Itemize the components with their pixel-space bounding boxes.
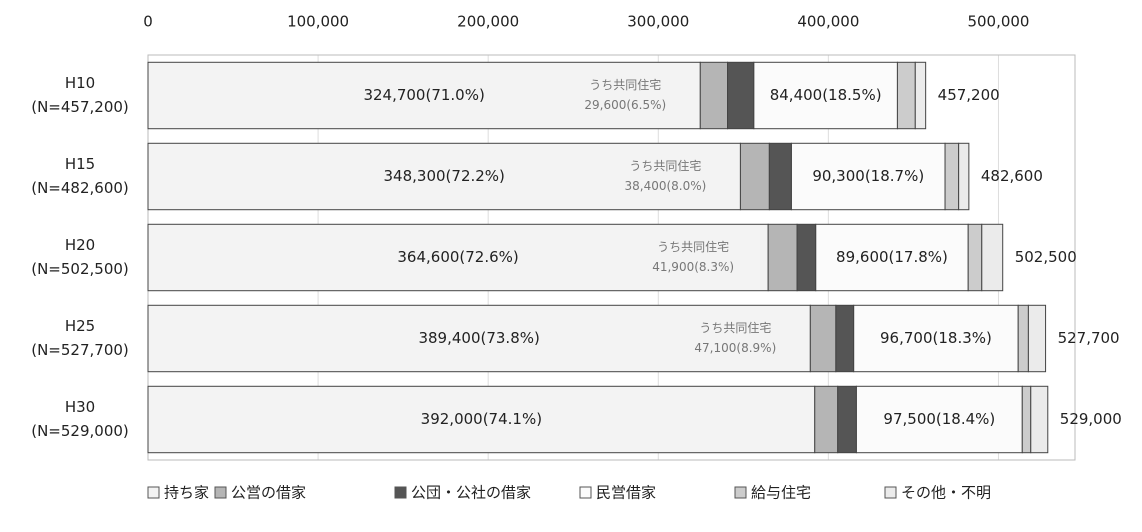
y-tick-label: H25 <box>65 317 95 335</box>
bar-segment <box>147 61 701 130</box>
annotation-value: 47,100(8.9%) <box>694 341 776 355</box>
legend-swatch <box>734 486 747 499</box>
bar-segment <box>147 385 816 454</box>
y-tick-sublabel: (N=482,600) <box>31 179 129 197</box>
bar-segment <box>796 223 817 292</box>
bar-segment <box>958 142 970 211</box>
bar-segment <box>853 304 1019 373</box>
bar-segment <box>815 223 969 292</box>
y-tick-label: H20 <box>65 236 95 254</box>
x-tick-label: 400,000 <box>797 13 859 31</box>
bar-segment <box>855 385 1023 454</box>
x-tick-label: 100,000 <box>287 13 349 31</box>
annotation-value: 38,400(8.0%) <box>625 179 707 193</box>
bar-segment <box>739 142 770 211</box>
y-tick-label: H30 <box>65 398 95 416</box>
bar-segment <box>981 223 1004 292</box>
bar-segment <box>1017 304 1029 373</box>
bar-segment <box>1021 385 1032 454</box>
legend-swatch <box>214 486 227 499</box>
value-label: 97,500(18.4%) <box>883 410 995 428</box>
annotation: うち共同住宅 <box>699 320 771 335</box>
bar-segment <box>147 223 769 292</box>
x-tick-label: 0 <box>143 13 153 31</box>
y-tick-sublabel: (N=527,700) <box>31 341 129 359</box>
legend-label: 公営の借家 <box>231 484 306 502</box>
legend-swatch <box>394 486 407 499</box>
legend-label: 民営借家 <box>596 484 656 502</box>
y-tick-label: H15 <box>65 155 95 173</box>
value-label: 90,300(18.7%) <box>812 167 924 185</box>
x-tick-label: 500,000 <box>967 13 1029 31</box>
annotation: うち共同住宅 <box>589 77 661 92</box>
bar-segment <box>967 223 983 292</box>
bar-segment <box>790 142 946 211</box>
legend-label: 公団・公社の借家 <box>411 484 531 502</box>
x-tick-label: 200,000 <box>457 13 519 31</box>
bar-segment <box>699 61 729 130</box>
x-tick-label: 300,000 <box>627 13 689 31</box>
bar-segment <box>147 304 811 373</box>
bar-segment <box>814 385 839 454</box>
legend-swatch <box>884 486 897 499</box>
total-label: 527,700 <box>1058 329 1120 347</box>
y-tick-sublabel: (N=502,500) <box>31 260 129 278</box>
annotation-value: 41,900(8.3%) <box>652 260 734 274</box>
bar-segment <box>727 61 755 130</box>
value-label: 89,600(17.8%) <box>836 248 948 266</box>
bar-segment <box>767 223 798 292</box>
bar-segment <box>1030 385 1049 454</box>
total-label: 502,500 <box>1015 248 1077 266</box>
y-tick-label: H10 <box>65 74 95 92</box>
legend-label: その他・不明 <box>901 484 991 502</box>
total-label: 482,600 <box>981 167 1043 185</box>
value-label: 392,000(74.1%) <box>421 410 542 428</box>
bar-segment <box>896 61 916 130</box>
bar-segment <box>914 61 927 130</box>
value-label: 364,600(72.6%) <box>397 248 518 266</box>
legend-label: 給与住宅 <box>751 484 811 502</box>
bar-segment <box>835 304 855 373</box>
bar-segment <box>147 142 741 211</box>
annotation-value: 29,600(6.5%) <box>584 98 666 112</box>
value-label: 389,400(73.8%) <box>418 329 539 347</box>
legend-swatch <box>579 486 592 499</box>
bar-segment <box>809 304 837 373</box>
annotation: うち共同住宅 <box>629 158 701 173</box>
bar-segment <box>837 385 857 454</box>
bar-segment <box>753 61 898 130</box>
value-label: 348,300(72.2%) <box>384 167 505 185</box>
total-label: 457,200 <box>938 86 1000 104</box>
bar-segment <box>1027 304 1047 373</box>
annotation: うち共同住宅 <box>657 239 729 254</box>
y-tick-sublabel: (N=457,200) <box>31 98 129 116</box>
bar-segment <box>768 142 792 211</box>
legend-label: 持ち家 <box>164 484 209 502</box>
value-label: 324,700(71.0%) <box>363 86 484 104</box>
bar-segment <box>944 142 960 211</box>
value-label: 84,400(18.5%) <box>770 86 882 104</box>
legend-swatch <box>147 486 160 499</box>
total-label: 529,000 <box>1060 410 1122 428</box>
value-label: 96,700(18.3%) <box>880 329 992 347</box>
y-tick-sublabel: (N=529,000) <box>31 422 129 440</box>
